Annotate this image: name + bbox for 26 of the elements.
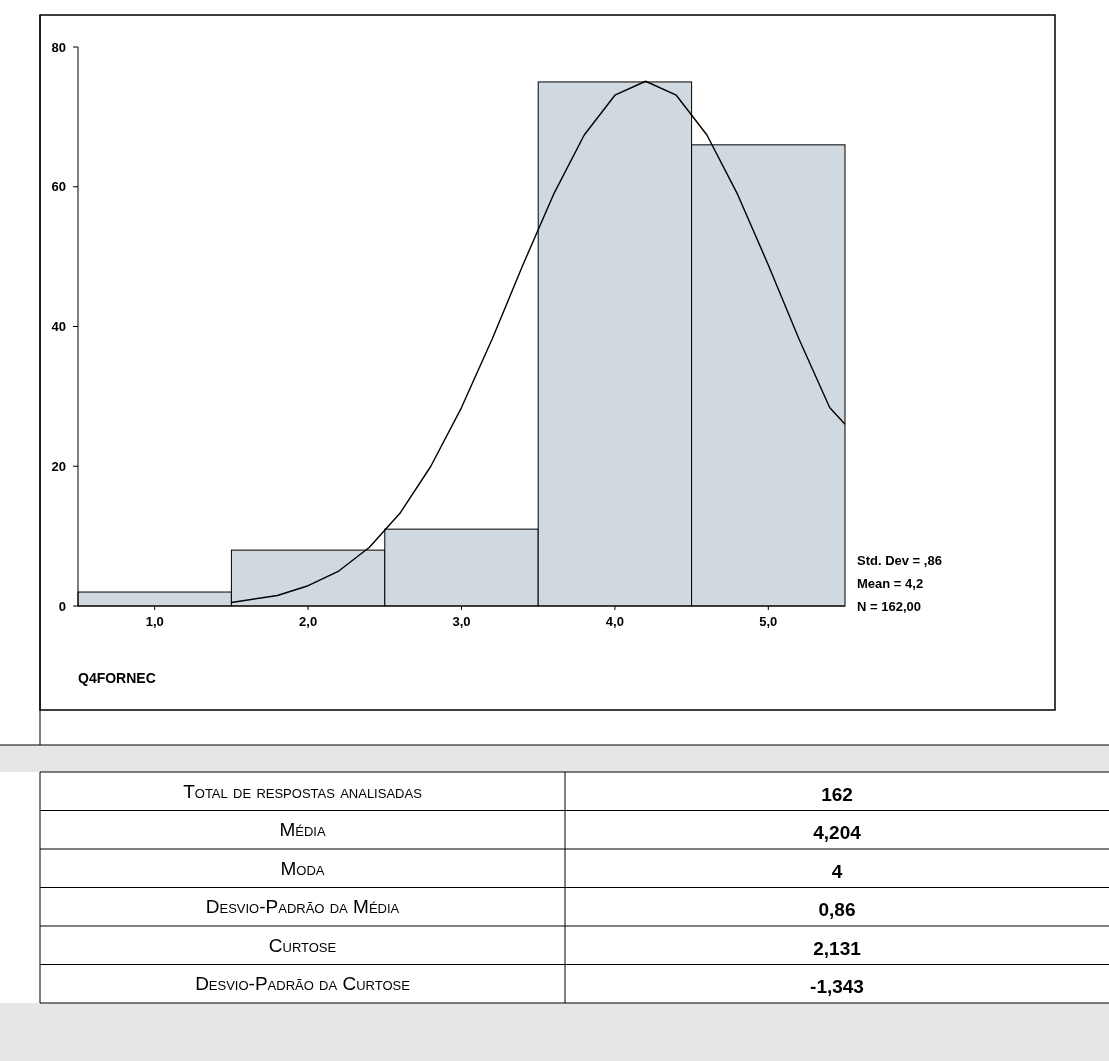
- text: Moda: [280, 857, 325, 879]
- text: 162: [821, 783, 853, 805]
- y-tick-label: 80: [51, 39, 66, 55]
- text: Mean = 4,2: [857, 575, 924, 591]
- x-axis-title: Q4FORNEC: [78, 670, 156, 686]
- x-tick-label: 2,0: [299, 614, 318, 629]
- text: 0,86: [818, 899, 856, 921]
- y-tick-label: 0: [58, 598, 66, 614]
- y-tick-label: 40: [51, 319, 66, 335]
- text: -1,343: [810, 976, 864, 998]
- text: Desvio-Padrão da Curtose: [195, 973, 411, 995]
- text: Média: [279, 819, 326, 841]
- text: Desvio-Padrão da Média: [205, 896, 400, 918]
- text: Total de respostas analisadas: [183, 780, 423, 802]
- y-tick-label: 20: [51, 458, 66, 474]
- x-tick-label: 5,0: [759, 614, 778, 629]
- y-tick-label: 60: [51, 179, 66, 195]
- text: N = 162,00: [857, 598, 921, 614]
- text: 2,131: [813, 937, 862, 959]
- x-tick-label: 1,0: [145, 614, 164, 629]
- text: 4,204: [813, 822, 862, 844]
- text: 4: [831, 860, 843, 882]
- text: Curtose: [268, 934, 337, 956]
- x-tick-label: 3,0: [452, 614, 471, 629]
- text: Std. Dev = ,86: [857, 552, 942, 568]
- x-tick-label: 4,0: [605, 614, 624, 629]
